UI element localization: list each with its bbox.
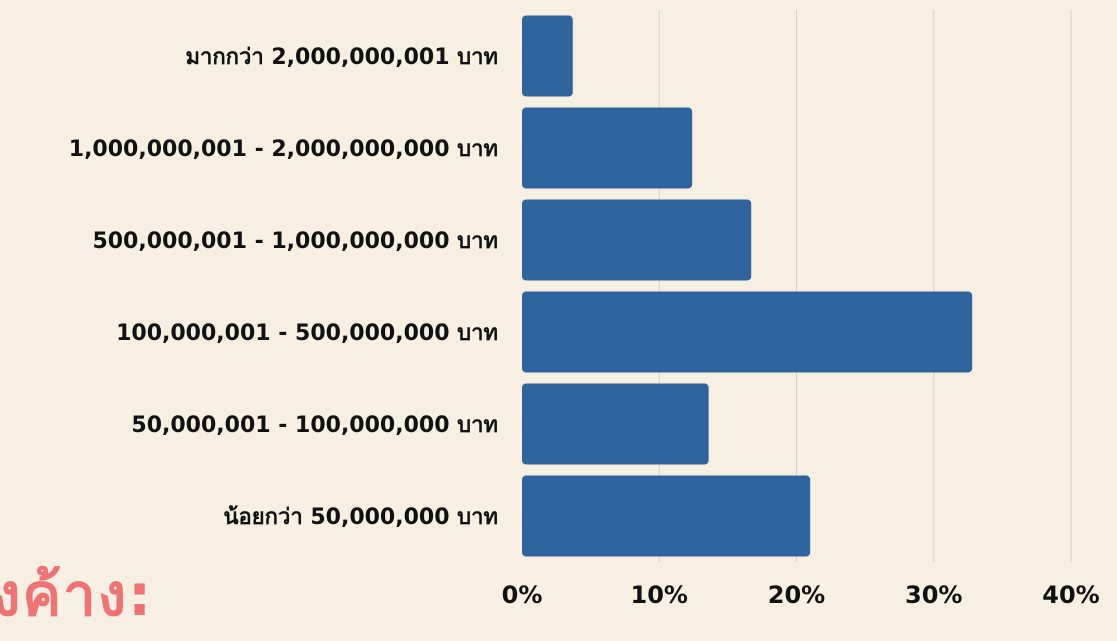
category-labels: มากกว่า 2,000,000,001 บาท 1,000,000,001 -… xyxy=(69,45,498,530)
category-label: 1,000,000,001 - 2,000,000,000 บาท xyxy=(69,137,498,162)
bar xyxy=(522,383,709,465)
bars xyxy=(522,15,973,557)
gridlines xyxy=(658,10,1072,562)
bar-chart: มากกว่า 2,000,000,001 บาท 1,000,000,001 -… xyxy=(69,10,1100,609)
x-tick-label: 20% xyxy=(768,581,825,609)
bar xyxy=(522,199,752,281)
bar xyxy=(522,107,693,189)
x-tick-label: 30% xyxy=(905,581,962,609)
bar xyxy=(522,15,573,97)
x-tick-labels: 0% 10% 20% 30% 40% xyxy=(502,581,1100,609)
bar xyxy=(522,475,811,557)
x-tick-label: 40% xyxy=(1042,581,1099,609)
bar xyxy=(522,291,973,373)
category-label: 50,000,001 - 100,000,000 บาท xyxy=(131,413,498,438)
category-label: มากกว่า 2,000,000,001 บาท xyxy=(186,45,499,70)
x-tick-label: 10% xyxy=(631,581,688,609)
category-label: 500,000,001 - 1,000,000,000 บาท xyxy=(92,229,498,254)
category-label: 100,000,001 - 500,000,000 บาท xyxy=(116,321,498,346)
x-tick-label: 0% xyxy=(502,581,543,609)
category-label: น้อยกว่า 50,000,000 บาท xyxy=(224,505,498,530)
